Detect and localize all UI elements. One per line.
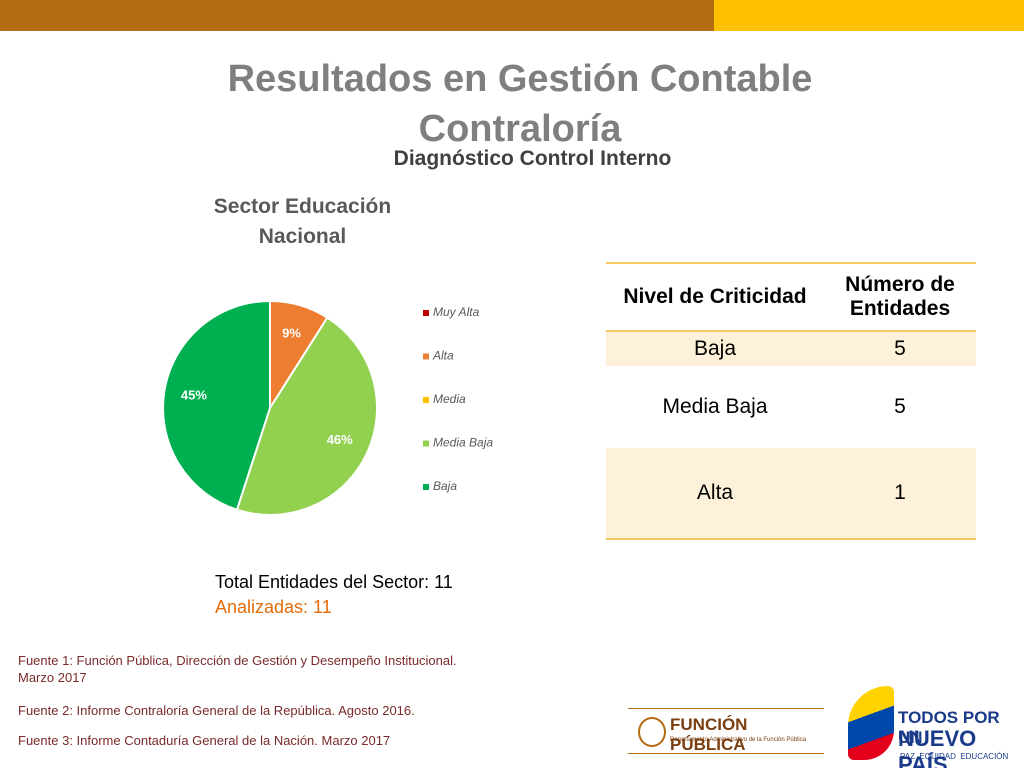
title: Resultados en Gestión Contable Contralor… [227,58,813,150]
legend-swatch [423,484,429,490]
fp-sub: Departamento Administrativo de la Funció… [670,737,807,743]
legend-swatch [423,310,429,316]
criticality-table: Nivel de Criticidad Número de Entidades B… [606,262,976,540]
legend-label: Media [433,392,466,406]
gov-motto: PAZ EQUIDAD EDUCACIÓN [900,752,1009,761]
header-cell: Número de Entidades [824,262,976,332]
cell: 5 [824,331,976,366]
header-cell: Nivel de Criticidad [606,262,824,332]
source: Fuente 1: Función Pública, Dirección de … [18,653,457,685]
top-bar [0,0,714,31]
pie-slice [162,299,271,512]
legend-swatch [423,397,429,403]
source: Fuente 3: Informe Contaduría General de … [18,733,391,748]
legend-label: Baja [433,479,457,493]
top-bar-accent [714,0,1024,31]
legend-label: Alta [432,349,454,363]
cell: 5 [824,366,976,448]
data-label: 9% [282,325,301,340]
fp-name: FUNCIÓN PÚBLICA [670,715,748,754]
cell: 1 [824,448,976,540]
analyzed-text: Analizadas: 11 [215,597,332,617]
cell: Alta [606,448,824,540]
legend-swatch [423,440,429,447]
data-label: 46% [327,432,353,447]
cell: Baja [606,331,824,366]
source: Fuente 2: Informe Contraloría General de… [18,703,415,718]
chart-title: Sector Educación Nacional [213,195,392,248]
data-label: 45% [181,387,207,402]
gov-line2: NUEVO PAÍS [898,726,977,768]
legend-label: Media Baja [433,436,493,450]
fp-logo: FUNCIÓN PÚBLICA Departamento Administrat… [628,708,824,754]
legend-label: Muy Alta [433,305,480,319]
legend-swatch [423,353,429,360]
gov-line1: TODOS POR UN [898,708,1000,747]
cell: Media Baja [606,366,824,448]
pie-slice [235,316,378,516]
subtitle: Diagnóstico Control Interno [393,147,672,170]
total-text: Total Entidades del Sector: 11 [215,572,453,592]
seal-icon [638,717,666,747]
